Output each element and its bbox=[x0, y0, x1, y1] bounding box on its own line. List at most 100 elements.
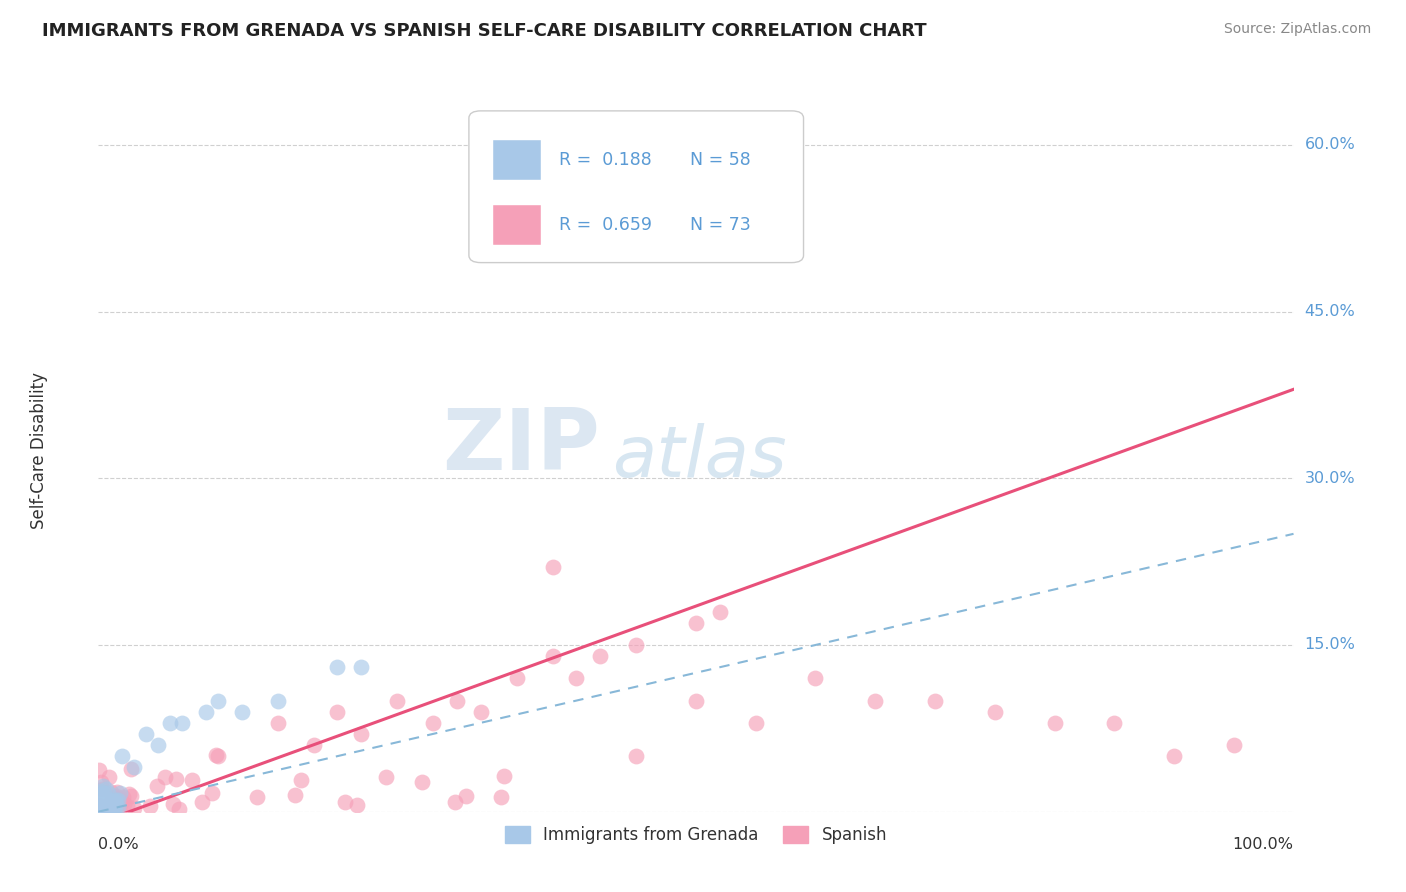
Point bbox=[146, 779, 169, 793]
Bar bbox=[494, 205, 541, 244]
Point bbox=[120, 789, 142, 803]
Point bbox=[103, 796, 125, 810]
Point bbox=[135, 727, 157, 741]
Point bbox=[94, 782, 117, 797]
Point bbox=[115, 799, 138, 814]
Point bbox=[984, 705, 1007, 719]
Text: IMMIGRANTS FROM GRENADA VS SPANISH SELF-CARE DISABILITY CORRELATION CHART: IMMIGRANTS FROM GRENADA VS SPANISH SELF-… bbox=[42, 22, 927, 40]
Point bbox=[122, 801, 145, 815]
Text: Self-Care Disability: Self-Care Disability bbox=[30, 372, 48, 529]
Point bbox=[167, 802, 190, 816]
Point bbox=[87, 786, 110, 800]
Point bbox=[93, 803, 115, 817]
Point bbox=[172, 715, 194, 730]
Point bbox=[290, 773, 312, 788]
Point bbox=[541, 649, 564, 664]
Point bbox=[87, 797, 110, 811]
Point bbox=[94, 796, 117, 810]
Point bbox=[201, 786, 224, 800]
Point bbox=[93, 786, 115, 800]
Point bbox=[207, 749, 229, 764]
Point bbox=[97, 792, 120, 806]
Point bbox=[110, 786, 132, 800]
Point bbox=[93, 795, 115, 809]
Point bbox=[626, 638, 648, 652]
Point bbox=[91, 801, 114, 815]
Point bbox=[446, 693, 468, 707]
Point bbox=[541, 560, 564, 574]
Point bbox=[117, 787, 139, 801]
Point bbox=[104, 794, 127, 808]
Point bbox=[104, 793, 127, 807]
Point bbox=[91, 802, 114, 816]
Point bbox=[90, 803, 112, 817]
Point bbox=[124, 760, 146, 774]
Point bbox=[100, 785, 122, 799]
Point bbox=[589, 649, 612, 664]
Point bbox=[93, 802, 115, 816]
Point bbox=[110, 792, 132, 806]
Point bbox=[101, 802, 124, 816]
Point bbox=[492, 769, 515, 783]
Point bbox=[346, 797, 368, 812]
Point bbox=[745, 715, 768, 730]
Point bbox=[302, 738, 325, 752]
Point bbox=[207, 693, 229, 707]
Text: R =  0.659: R = 0.659 bbox=[558, 216, 651, 234]
Point bbox=[112, 797, 135, 812]
Point bbox=[1104, 715, 1126, 730]
Point bbox=[101, 802, 124, 816]
Point bbox=[162, 797, 184, 811]
Point bbox=[89, 784, 111, 798]
Point bbox=[89, 798, 111, 813]
Point bbox=[91, 804, 114, 818]
Point bbox=[90, 774, 112, 789]
Point bbox=[87, 798, 110, 813]
Point bbox=[103, 799, 125, 814]
Point bbox=[1163, 749, 1185, 764]
Point bbox=[685, 615, 707, 630]
Point bbox=[924, 693, 946, 707]
Point bbox=[91, 779, 114, 793]
Point bbox=[231, 705, 253, 719]
Point bbox=[93, 797, 115, 812]
Point bbox=[90, 781, 112, 796]
Point bbox=[180, 773, 202, 788]
Point bbox=[155, 770, 177, 784]
Text: 45.0%: 45.0% bbox=[1305, 304, 1355, 319]
Point bbox=[411, 774, 433, 789]
Text: atlas: atlas bbox=[613, 423, 787, 492]
Point bbox=[804, 671, 827, 685]
Point bbox=[326, 705, 349, 719]
Point bbox=[111, 795, 134, 809]
Point bbox=[93, 800, 115, 814]
Point bbox=[89, 801, 111, 815]
Point bbox=[350, 660, 373, 674]
Point bbox=[101, 790, 124, 805]
Point bbox=[90, 802, 112, 816]
Point bbox=[98, 796, 121, 810]
Point bbox=[101, 799, 124, 814]
Point bbox=[111, 749, 134, 764]
Point bbox=[350, 727, 373, 741]
Point bbox=[626, 749, 648, 764]
Point bbox=[87, 797, 110, 811]
Point bbox=[565, 671, 588, 685]
Point bbox=[375, 770, 398, 784]
Point bbox=[107, 793, 129, 807]
Point bbox=[159, 715, 181, 730]
Text: N = 58: N = 58 bbox=[690, 151, 751, 169]
Point bbox=[101, 802, 124, 816]
Point bbox=[456, 789, 478, 803]
Text: 0.0%: 0.0% bbox=[98, 837, 139, 852]
Point bbox=[90, 789, 112, 803]
Point bbox=[98, 770, 121, 784]
FancyBboxPatch shape bbox=[470, 111, 804, 262]
Text: 15.0%: 15.0% bbox=[1305, 638, 1355, 652]
Point bbox=[105, 785, 128, 799]
Point bbox=[94, 798, 117, 813]
Point bbox=[104, 789, 127, 804]
Text: 60.0%: 60.0% bbox=[1305, 137, 1355, 153]
Text: ZIP: ZIP bbox=[443, 405, 600, 488]
Point bbox=[865, 693, 887, 707]
